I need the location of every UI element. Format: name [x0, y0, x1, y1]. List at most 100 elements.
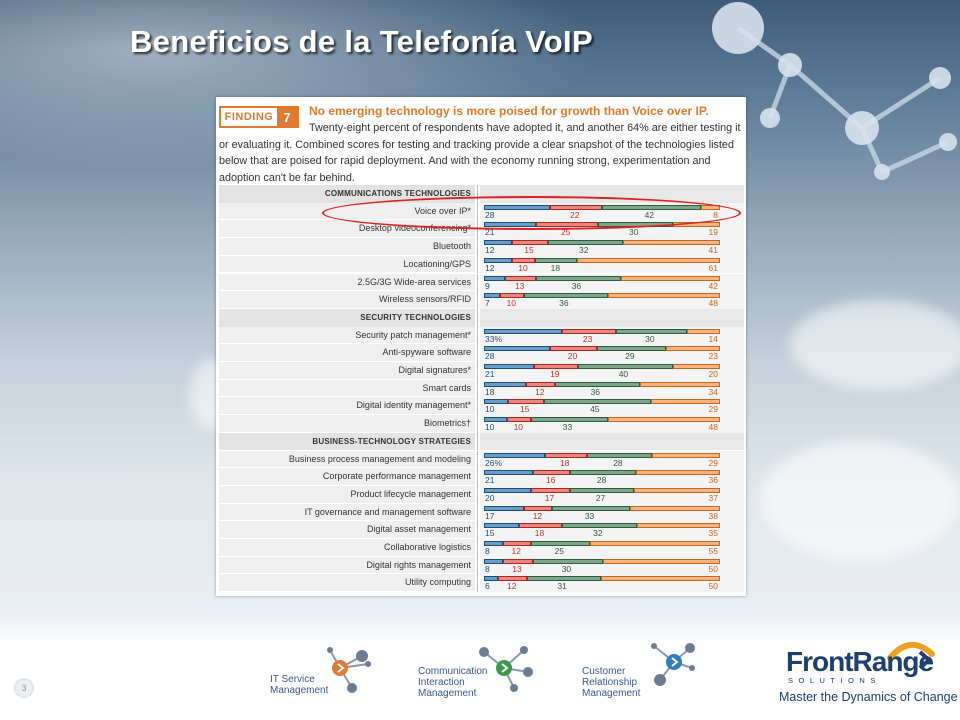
- bar-segment: [484, 240, 513, 246]
- bar-value-label: 36: [571, 280, 582, 291]
- bar-segment: [484, 346, 551, 352]
- bar-segment: [550, 204, 602, 210]
- column-divider: [477, 574, 478, 593]
- bar-value-label: 7: [485, 298, 490, 309]
- bar-segment: [512, 257, 536, 263]
- product-customer-relationship-management[interactable]: Customer Relationship Management: [582, 638, 702, 702]
- column-divider: [477, 539, 478, 557]
- frontrange-logo[interactable]: FrontRange SOLUTIONS Master the Dynamics…: [779, 642, 958, 710]
- column-divider: [477, 450, 478, 469]
- bar-segment: [598, 222, 673, 228]
- row-label: Bluetooth: [219, 238, 475, 256]
- bar-value-label: 35: [708, 528, 718, 539]
- bar-value-label: 18: [485, 386, 495, 397]
- stacked-bar: 28 20 29 23: [480, 344, 744, 362]
- bar-value-label: 13: [512, 563, 522, 574]
- bar-segment: [484, 452, 545, 458]
- bar-value-label: 8: [485, 563, 490, 574]
- bar-segment: [543, 399, 651, 405]
- table-row: Anti-spyware software 28 20 29 23: [219, 344, 744, 362]
- column-divider: [477, 308, 478, 327]
- bar-value-label: 30: [561, 563, 572, 574]
- bar-segment: [512, 240, 548, 246]
- bar-value-label: 33%: [485, 333, 503, 344]
- bar-value-label: 10: [485, 404, 495, 415]
- column-divider: [477, 556, 478, 575]
- bar-value-label: 37: [708, 492, 718, 503]
- column-divider: [477, 220, 478, 239]
- bar-value-label: 42: [644, 209, 655, 220]
- bar-segment: [616, 328, 687, 334]
- bar-segment: [603, 558, 720, 564]
- row-label: Utility computing: [219, 574, 475, 593]
- stacked-bar: 20 17 27 37: [480, 485, 744, 504]
- bar-segment: [484, 399, 508, 405]
- row-label: Wireless sensors/RFID: [219, 291, 475, 309]
- bar-segment: [578, 364, 673, 369]
- table-row: Digital asset management 15 18 32 35: [219, 521, 744, 539]
- column-divider: [477, 503, 478, 522]
- column-divider: [477, 202, 478, 221]
- stacked-bar: 8 12 25 55: [480, 539, 744, 557]
- bar-segment: [530, 487, 571, 493]
- background-cloud: [760, 440, 960, 560]
- stacked-bar: 17 12 33 38: [480, 503, 744, 522]
- bar-value-label: 20: [485, 492, 495, 503]
- bar-value-label: 19: [550, 369, 560, 379]
- table-row: Wireless sensors/RFID 7 10 36 48: [219, 291, 744, 309]
- stacked-bar: 10 10 33 48: [480, 415, 744, 433]
- product-communication-interaction-management[interactable]: Communication Interaction Management: [418, 638, 538, 702]
- bar-segment: [535, 257, 578, 263]
- logo-chevron-icon: [918, 650, 932, 670]
- bar-segment: [484, 505, 525, 511]
- background-cloud: [790, 300, 960, 390]
- table-row: Business process management and modeling…: [219, 450, 744, 469]
- stacked-bar: 21 25 30 19: [480, 220, 744, 239]
- network-nodes-icon: [327, 647, 371, 693]
- column-divider: [477, 521, 478, 539]
- bar-segment: [554, 381, 640, 387]
- table-row: 2.5G/3G Wide-area services 9 13 36 42: [219, 273, 744, 292]
- bar-segment: [570, 487, 634, 493]
- column-divider: [477, 273, 478, 292]
- bar-segment: [533, 470, 571, 476]
- table-row: Security patch management* 33% 23 30 14: [219, 326, 744, 345]
- bar-segment: [536, 222, 599, 228]
- bar-value-label: 12: [532, 510, 543, 521]
- bar-segment: [484, 275, 506, 281]
- bar-segment: [523, 293, 608, 299]
- section-row: SECURITY TECHNOLOGIES: [219, 308, 744, 327]
- finding-body: Twenty-eight percent of respondents have…: [219, 122, 741, 185]
- bar-value-label: 29: [625, 351, 635, 362]
- column-divider: [477, 379, 478, 398]
- bar-value-label: 50: [708, 581, 718, 592]
- bar-value-label: 21: [485, 227, 495, 238]
- bar-value-label: 29: [708, 457, 718, 468]
- section-label: BUSINESS-TECHNOLOGY STRATEGIES: [219, 432, 475, 451]
- table-row: Voice over IP* 28 22 42 8: [219, 202, 744, 221]
- bar-value-label: 50: [708, 563, 718, 574]
- table-row: Smart cards 18 12 36 34: [219, 379, 744, 398]
- row-label: Digital signatures*: [219, 362, 475, 380]
- section-row: COMMUNICATIONS TECHNOLOGIES: [219, 185, 744, 203]
- bar-value-label: 10: [485, 422, 495, 433]
- bar-value-label: 6: [485, 581, 490, 592]
- product-label-line: IT Service: [270, 674, 315, 685]
- table-row: Digital signatures* 21 19 40 20: [219, 362, 744, 380]
- bar-segment: [637, 523, 720, 529]
- bar-segment: [630, 505, 720, 511]
- table-row: Biometrics† 10 10 33 48: [219, 415, 744, 433]
- logo-arc-icon: [887, 642, 935, 661]
- table-row: Digital identity management* 10 15 45 29: [219, 397, 744, 416]
- page-number: 3: [14, 678, 34, 698]
- bar-segment: [530, 417, 608, 423]
- bar-value-label: 8: [713, 209, 718, 220]
- table-row: IT governance and management software 17 1…: [219, 503, 744, 522]
- product-it-service-management[interactable]: IT Service Management: [270, 638, 380, 702]
- bar-value-label: 12: [511, 546, 521, 556]
- bar-segment: [533, 364, 579, 369]
- bar-segment: [526, 576, 601, 582]
- bar-value-label: 27: [595, 492, 606, 503]
- bar-segment: [505, 275, 536, 281]
- section-chart-cell: [480, 432, 744, 451]
